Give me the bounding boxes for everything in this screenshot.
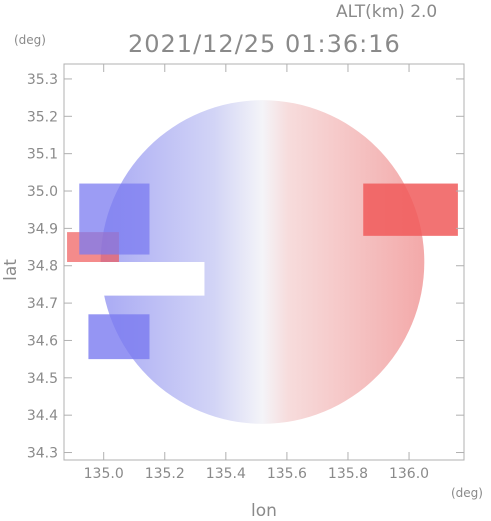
y-tick-label: 35.0 <box>27 184 58 200</box>
altitude-label: ALT(km) 2.0 <box>336 2 437 22</box>
x-tick-label: 135.2 <box>145 466 185 482</box>
y-tick-label: 35.3 <box>27 72 58 88</box>
x-tick-label: 135.6 <box>267 466 307 482</box>
y-tick-label: 34.8 <box>27 259 58 275</box>
y-axis: 34.3 34.4 34.5 34.6 34.7 34.8 34.9 35.0 35.1 35.2… <box>27 72 464 462</box>
y-tick-label: 34.7 <box>27 296 58 312</box>
radar-coverage-disc <box>100 100 425 424</box>
y-axis-title: lat <box>1 259 21 281</box>
y-tick-label: 34.5 <box>27 371 58 387</box>
plot-area <box>64 100 458 424</box>
x-unit-label: (deg) <box>451 486 483 500</box>
y-unit-label: (deg) <box>14 33 46 47</box>
y-tick-label: 34.3 <box>27 446 58 462</box>
chart-title: 2021/12/25 01:36:16 <box>128 30 401 58</box>
missing-data-sector <box>64 262 205 296</box>
strong-approaching-cell <box>88 314 150 360</box>
x-axis: 135.0 135.2 135.4 135.6 135.8 136.0 <box>84 64 429 482</box>
strong-approaching-cell <box>79 183 150 255</box>
x-tick-label: 135.0 <box>84 466 124 482</box>
x-tick-label: 135.8 <box>328 466 368 482</box>
y-tick-label: 35.1 <box>27 147 58 163</box>
x-axis-title: lon <box>251 501 277 521</box>
x-tick-label: 135.4 <box>206 466 246 482</box>
plot-frame <box>63 63 465 461</box>
strong-receding-cell <box>363 183 458 236</box>
y-tick-label: 34.4 <box>27 408 58 424</box>
y-tick-label: 34.9 <box>27 221 58 237</box>
y-tick-label: 35.2 <box>27 109 58 125</box>
velocity-features <box>67 183 458 360</box>
y-tick-label: 34.6 <box>27 333 58 349</box>
x-tick-label: 136.0 <box>389 466 429 482</box>
